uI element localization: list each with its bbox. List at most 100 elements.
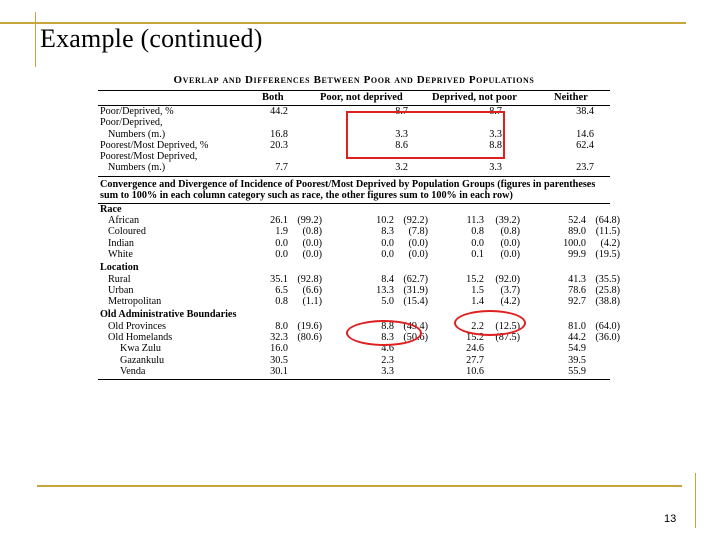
table-cell: 26.1 xyxy=(270,215,288,227)
table-cell: 0.0 xyxy=(275,248,288,260)
table-cell: 1.5 xyxy=(471,284,484,296)
table-cell: 10.6 xyxy=(466,365,484,377)
summary-row: Poorest/Most Deprived, xyxy=(98,151,610,162)
table-cell: 6.5 xyxy=(275,284,288,296)
table-cell: (6.6) xyxy=(302,284,322,296)
table-cell: 55.9 xyxy=(568,365,586,377)
note-rule xyxy=(98,202,610,204)
section-title: Race xyxy=(100,203,122,215)
row-label: Poor/Deprived, xyxy=(100,117,163,129)
table-cell: 16.8 xyxy=(270,128,288,140)
table-cell: (7.8) xyxy=(408,226,428,238)
bottom-rule xyxy=(37,485,682,487)
row-label: Gazankulu xyxy=(120,354,165,366)
corner-rule-top xyxy=(35,12,36,67)
table-cell: 27.7 xyxy=(466,354,484,366)
header-both: Both xyxy=(262,92,284,103)
table-cell: 0.8 xyxy=(471,226,484,238)
highlight-oval-rural xyxy=(454,310,526,336)
table-cell: 52.4 xyxy=(568,215,586,227)
table-cell: (0.0) xyxy=(500,237,520,249)
table-cell: 3.3 xyxy=(395,128,408,140)
table-row: Urban 6.5 (6.6) 13.3 (31.9) 1.5 (3.7) 78.6 (25.8… xyxy=(98,284,620,296)
corner-rule-bottom xyxy=(695,473,696,528)
row-label: Indian xyxy=(108,237,135,249)
table-cell: 11.3 xyxy=(466,215,484,227)
summary-row: Numbers (m.) 16.8 3.3 3.3 14.6 xyxy=(98,129,610,140)
table-cell: 4.6 xyxy=(381,343,394,355)
table-cell: 3.3 xyxy=(489,162,502,174)
section-heading: Race xyxy=(98,204,610,215)
table-cell: 62.4 xyxy=(576,139,594,151)
table-cell: (92.2) xyxy=(403,215,428,227)
table-cell: (25.8) xyxy=(595,284,620,296)
table-cell: 8.4 xyxy=(381,273,394,285)
table-cell: 14.6 xyxy=(576,128,594,140)
table-cell: (0.8) xyxy=(302,226,322,238)
header-rule xyxy=(98,105,610,106)
header-poor-not-deprived: Poor, not deprived xyxy=(320,92,403,103)
table-cell: 78.6 xyxy=(568,284,586,296)
table-cell: 1.9 xyxy=(275,226,288,238)
table-cell: (31.9) xyxy=(403,284,428,296)
row-label: Coloured xyxy=(108,226,146,238)
table-cell: (87.5) xyxy=(495,332,520,344)
summary-row: Poorest/Most Deprived, % 20.3 8.6 8.8 62.4 xyxy=(98,140,610,151)
table-cell: (64.0) xyxy=(595,320,620,332)
top-rule xyxy=(0,22,686,24)
row-label: Poor/Deprived, % xyxy=(100,106,174,117)
row-label: Old Homelands xyxy=(108,332,173,344)
table-cell: 92.7 xyxy=(568,296,586,308)
table-row: Coloured 1.9 (0.8) 8.3 (7.8) 0.8 (0.8) 89.0 (11.… xyxy=(98,226,620,238)
table-cell: 10.2 xyxy=(376,215,394,227)
table-note: Convergence and Divergence of Incidence … xyxy=(100,178,596,202)
table-cell: 1.4 xyxy=(471,296,484,308)
table-cell: 35.1 xyxy=(270,273,288,285)
table-cell: (92.0) xyxy=(495,273,520,285)
table-row: Kwa Zulu 16.0 4.6 24.6 54.9 xyxy=(98,343,610,354)
table-cell: (0.0) xyxy=(408,248,428,260)
table-cell: 30.5 xyxy=(270,354,288,366)
row-label: Numbers (m.) xyxy=(108,128,166,140)
row-label: Old Provinces xyxy=(108,320,167,332)
table-cell: (19.5) xyxy=(595,248,620,260)
row-label: White xyxy=(108,248,133,260)
table-cell: 8.8 xyxy=(489,139,502,151)
table-cell: 99.9 xyxy=(568,248,586,260)
table-cell: (0.0) xyxy=(408,237,428,249)
row-label: Rural xyxy=(108,273,131,285)
table-cell: 0.0 xyxy=(275,237,288,249)
summary-row: Numbers (m.) 7.7 3.2 3.3 23.7 xyxy=(98,162,610,173)
table-cell: (36.0) xyxy=(595,332,620,344)
table-cell: 0.0 xyxy=(381,248,394,260)
table-row: Indian 0.0 (0.0) 0.0 (0.0) 0.0 (0.0) 100.0 (4.2) xyxy=(98,237,620,249)
table-cell: (92.8) xyxy=(297,273,322,285)
header-neither: Neither xyxy=(554,92,588,103)
table-cell: (38.8) xyxy=(595,296,620,308)
summary-row: Poor/Deprived, xyxy=(98,117,610,128)
table-cell: (0.0) xyxy=(302,248,322,260)
table-cell: 5.0 xyxy=(381,296,394,308)
table-cell: (15.4) xyxy=(403,296,428,308)
table-cell: (1.1) xyxy=(302,296,322,308)
table-cell: 2.3 xyxy=(381,354,394,366)
table-row: Venda 30.1 3.3 10.6 55.9 xyxy=(98,366,610,377)
table-cell: 32.3 xyxy=(270,332,288,344)
row-label: Metropolitan xyxy=(108,296,162,308)
table-cell: 3.3 xyxy=(489,128,502,140)
table-header: Both Poor, not deprived Deprived, not po… xyxy=(98,91,610,105)
row-label: Poorest/Most Deprived, xyxy=(100,151,198,163)
table-cell: (4.2) xyxy=(600,237,620,249)
table-cell: 81.0 xyxy=(568,320,586,332)
section-title: Old Administrative Boundaries xyxy=(100,309,237,321)
table-cell: 3.2 xyxy=(395,162,408,174)
table-row: African 26.1 (99.2) 10.2 (92.2) 11.3 (39.2) 52.… xyxy=(98,215,620,227)
table-cell: (35.5) xyxy=(595,273,620,285)
table-cell: (19.6) xyxy=(297,320,322,332)
table-cell: 0.8 xyxy=(275,296,288,308)
table-cell: 54.9 xyxy=(568,343,586,355)
table-cell: (0.0) xyxy=(500,248,520,260)
table-cell: 23.7 xyxy=(576,162,594,174)
table-cell: 15.2 xyxy=(466,332,484,344)
row-label: Urban xyxy=(108,284,134,296)
